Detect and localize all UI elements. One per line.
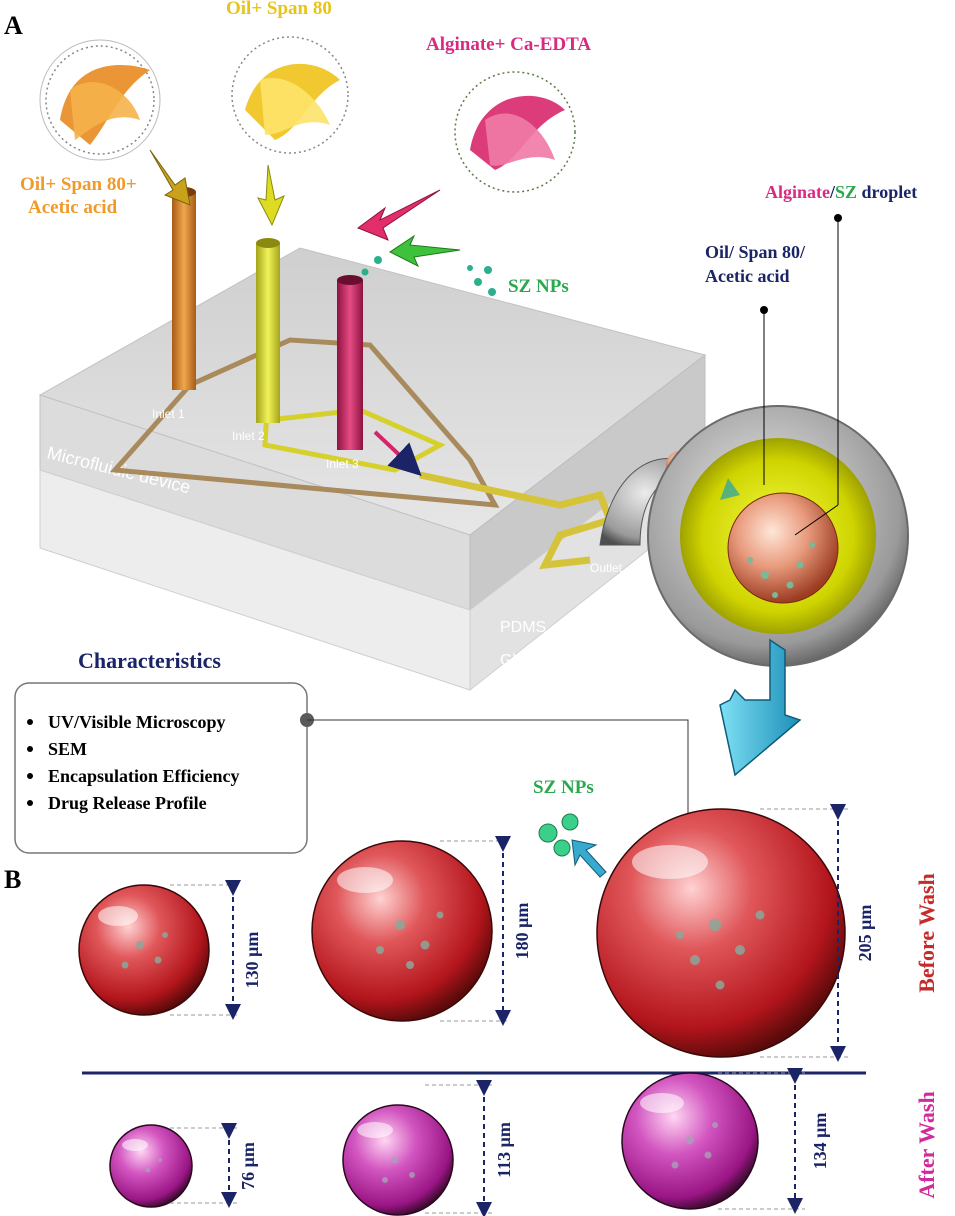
before-wash-spheres bbox=[78, 808, 846, 1058]
pink-input-arrow bbox=[356, 189, 441, 241]
sz-nps-label-a: SZ NPs bbox=[508, 276, 569, 297]
yellow-input-arrow bbox=[257, 164, 285, 227]
inlet2-tube bbox=[256, 243, 280, 423]
characteristics-box bbox=[14, 682, 308, 854]
encapsulated-nps-before bbox=[121, 910, 765, 990]
sphere-after-1 bbox=[109, 1124, 193, 1208]
sz-nps-release bbox=[538, 813, 607, 878]
sz-nps-label-b: SZ NPs bbox=[533, 777, 594, 798]
oil-span-acetic-callout-2: Acetic acid bbox=[705, 266, 789, 286]
oil-span-illustration bbox=[231, 36, 349, 154]
droplet-zoom bbox=[599, 214, 909, 667]
oil-span-acetic-illustration bbox=[39, 39, 161, 161]
after-wash-label: After Wash bbox=[914, 1091, 939, 1198]
flow-arrow bbox=[373, 430, 422, 476]
outlet-label: Outlet bbox=[590, 561, 623, 575]
droplet-title-alginate: Alginate bbox=[765, 182, 830, 202]
droplet-title: Alginate/SZ droplet bbox=[765, 182, 917, 202]
alginate-caedta-label: Alginate+ Ca-EDTA bbox=[426, 34, 591, 55]
alginate-droplet bbox=[727, 492, 839, 604]
pdms-label: PDMS bbox=[500, 619, 546, 636]
sphere-before-3 bbox=[596, 808, 846, 1058]
inlet3-label: Inlet 3 bbox=[326, 457, 359, 471]
sphere-before-1 bbox=[78, 884, 210, 1016]
size-label-after-1: 76 μm bbox=[238, 1142, 258, 1190]
orange-input-arrow bbox=[149, 149, 191, 206]
before-wash-label: Before Wash bbox=[914, 873, 939, 993]
inlet2-label: Inlet 2 bbox=[232, 429, 265, 443]
after-dimension-arrows bbox=[221, 1068, 803, 1216]
size-label-before-2: 180 μm bbox=[512, 903, 532, 960]
droplet-title-sz: SZ bbox=[835, 182, 857, 202]
sphere-before-2 bbox=[311, 840, 493, 1022]
oil-span-acetic-label-2: Acetic acid bbox=[28, 197, 118, 218]
characteristic-item: Encapsulation Efficiency bbox=[48, 766, 240, 786]
size-label-after-2: 113 μm bbox=[494, 1122, 514, 1178]
encapsulated-nps-after bbox=[145, 1122, 718, 1183]
cyan-down-arrow bbox=[719, 638, 802, 777]
sz-nps-dots-a bbox=[361, 256, 496, 296]
oil-pointer-dot bbox=[760, 306, 768, 314]
size-label-before-3: 205 μm bbox=[855, 905, 875, 962]
inlet3-opening bbox=[337, 275, 363, 285]
characteristics-list: UV/Visible Microscopy SEM Encapsulation … bbox=[27, 712, 240, 813]
characteristic-item: Drug Release Profile bbox=[48, 793, 207, 813]
inlet-tubes bbox=[172, 187, 363, 450]
after-wash-spheres bbox=[109, 1072, 759, 1216]
inlet1-tube bbox=[172, 192, 196, 390]
connector-line bbox=[307, 719, 689, 842]
size-label-after-3: 134 μm bbox=[810, 1113, 830, 1170]
size-label-before-1: 130 μm bbox=[242, 932, 262, 989]
droplet-nps bbox=[747, 542, 815, 598]
outer-oil-channel bbox=[109, 337, 500, 508]
inlet2-opening bbox=[256, 238, 280, 248]
green-input-arrow bbox=[389, 234, 461, 268]
characteristic-item: UV/Visible Microscopy bbox=[48, 712, 226, 732]
panel-b-label: B bbox=[4, 865, 21, 894]
characteristics-title: Characteristics bbox=[78, 648, 221, 673]
inlet1-label: Inlet 1 bbox=[152, 407, 185, 421]
droplet-title-rest: droplet bbox=[857, 182, 917, 202]
droplet-title-slash: / bbox=[829, 182, 836, 202]
flow-indicator bbox=[720, 478, 740, 500]
glass-label: Glass bbox=[500, 652, 541, 669]
oil-span-acetic-callout-1: Oil/ Span 80/ bbox=[705, 242, 806, 262]
inlet3-tube bbox=[337, 280, 363, 450]
alginate-illustration bbox=[454, 71, 576, 193]
oil-span-acetic-label-1: Oil+ Span 80+ bbox=[20, 174, 137, 195]
characteristic-item: SEM bbox=[48, 739, 87, 759]
droplet-pointer-dot bbox=[834, 214, 842, 222]
before-dimension-arrows bbox=[225, 804, 846, 1062]
panel-a-label: A bbox=[4, 11, 23, 40]
oil-span-label: Oil+ Span 80 bbox=[226, 0, 332, 19]
